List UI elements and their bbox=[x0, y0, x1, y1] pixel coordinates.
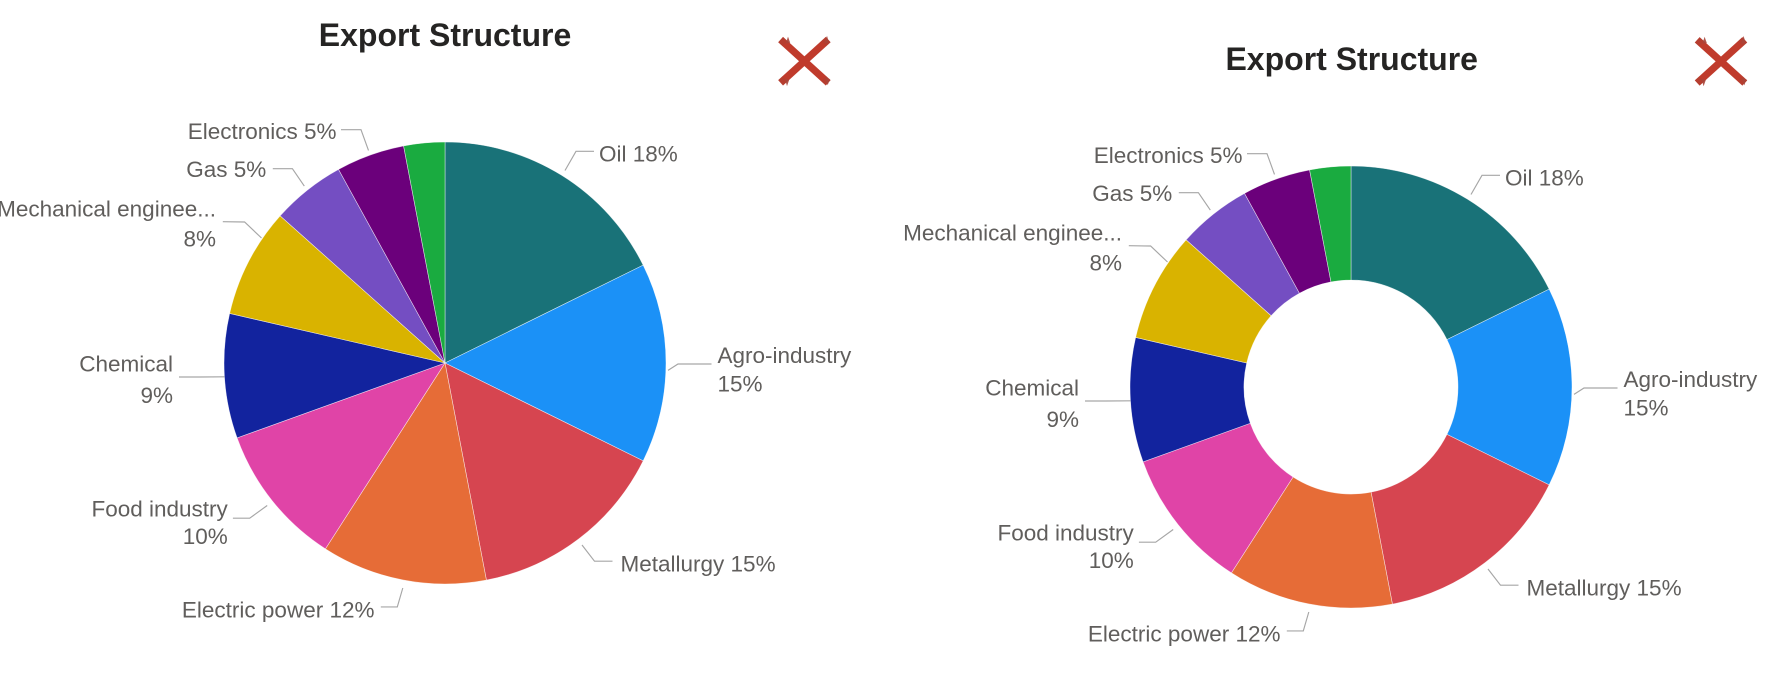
svg-text:9%: 9% bbox=[140, 383, 173, 408]
svg-text:15%: 15% bbox=[1624, 395, 1669, 420]
svg-text:Agro-industry: Agro-industry bbox=[1624, 367, 1759, 392]
svg-text:10%: 10% bbox=[183, 524, 228, 549]
svg-text:Electric power 12%: Electric power 12% bbox=[182, 598, 375, 623]
svg-text:Oil 18%: Oil 18% bbox=[599, 141, 678, 166]
svg-text:Electronics 5%: Electronics 5% bbox=[188, 119, 337, 144]
svg-text:Agro-industry: Agro-industry bbox=[718, 343, 853, 368]
svg-text:8%: 8% bbox=[183, 227, 216, 252]
svg-text:Food industry: Food industry bbox=[997, 521, 1134, 546]
svg-text:15%: 15% bbox=[718, 371, 763, 396]
svg-text:8%: 8% bbox=[1089, 251, 1122, 276]
svg-text:Food industry: Food industry bbox=[91, 497, 228, 522]
svg-text:Export Structure: Export Structure bbox=[319, 17, 571, 53]
svg-text:Metallurgy 15%: Metallurgy 15% bbox=[1527, 575, 1682, 600]
svg-text:10%: 10% bbox=[1089, 548, 1134, 573]
svg-text:Metallurgy 15%: Metallurgy 15% bbox=[621, 551, 776, 576]
svg-text:Gas 5%: Gas 5% bbox=[186, 157, 266, 182]
svg-text:Gas 5%: Gas 5% bbox=[1092, 181, 1172, 206]
svg-text:Electric power 12%: Electric power 12% bbox=[1088, 622, 1281, 647]
svg-text:9%: 9% bbox=[1046, 407, 1079, 432]
svg-text:Oil 18%: Oil 18% bbox=[1505, 165, 1584, 190]
svg-text:Chemical: Chemical bbox=[985, 376, 1079, 401]
svg-text:Mechanical enginee...: Mechanical enginee... bbox=[0, 197, 216, 222]
svg-text:Chemical: Chemical bbox=[79, 352, 173, 377]
svg-text:Electronics 5%: Electronics 5% bbox=[1094, 143, 1243, 168]
svg-text:Export Structure: Export Structure bbox=[1225, 41, 1477, 77]
svg-text:Mechanical enginee...: Mechanical enginee... bbox=[903, 221, 1122, 246]
